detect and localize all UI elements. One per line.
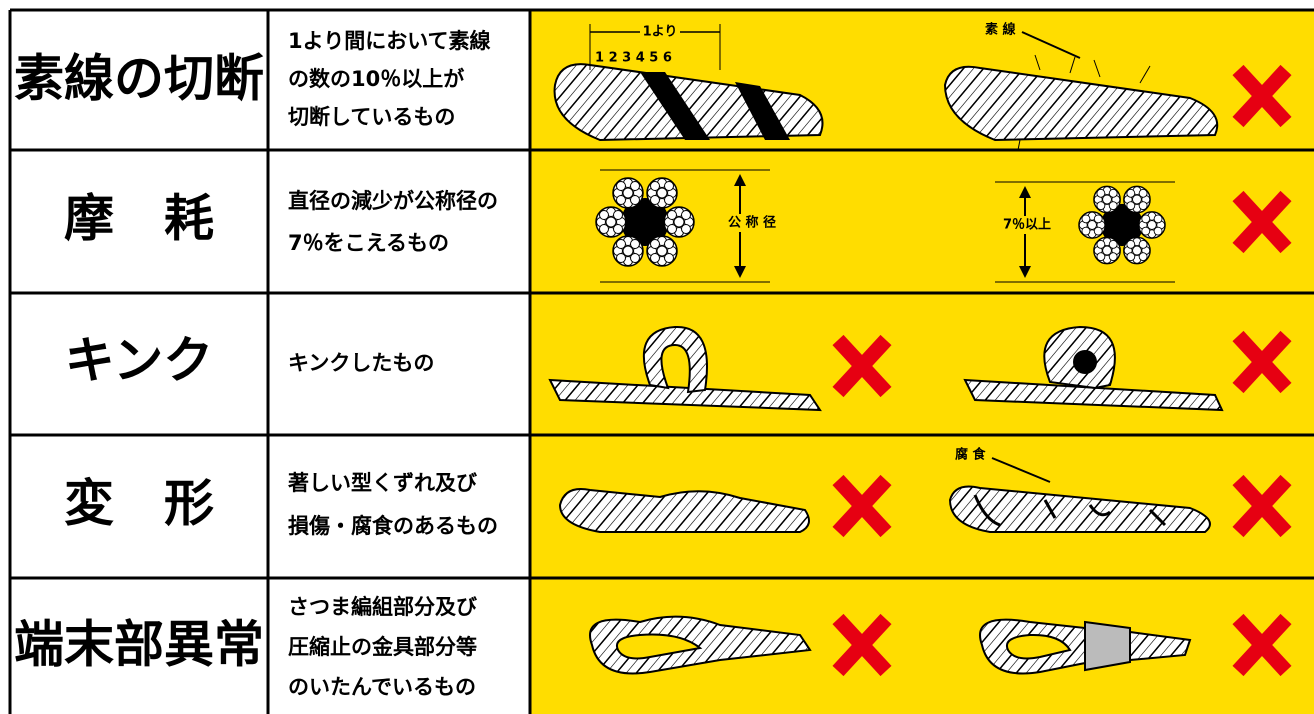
illustration-label: 1より [643, 25, 678, 40]
description: 7％をこえるもの [288, 231, 449, 255]
illustration-label: 1 2 3 4 5 6 [595, 51, 672, 66]
section-illustration: 公 称 径 7％以上 [596, 169, 1286, 283]
row-title: 端末部異常 [14, 616, 264, 674]
row-title: 摩 耗 [64, 190, 214, 248]
kink-illustration [548, 325, 1286, 412]
row-title: 素線の切断 [14, 50, 264, 108]
description: 損傷・腐食のあるもの [288, 514, 498, 538]
deform-illustration: 腐 食 [558, 447, 1286, 533]
description: 1より間において素線 [288, 29, 491, 53]
row-title: 変 形 [64, 475, 214, 533]
illustration-label: 素 線 [985, 22, 1017, 38]
description: のいたんでいるもの [288, 675, 476, 699]
grid [8, 8, 1314, 714]
description: キンクしたもの [288, 351, 434, 375]
description: 直径の減少が公称径の [288, 189, 498, 213]
end-illustration [589, 617, 1286, 674]
description: の数の10％以上が [288, 67, 464, 91]
description: 圧縮止の金具部分等 [288, 635, 477, 659]
description: さつま編組部分及び [288, 595, 477, 619]
illustration-label: 7％以上 [1003, 218, 1051, 233]
description: 著しい型くずれ及び [288, 471, 477, 495]
description: 切断しているもの [288, 105, 455, 129]
rope-illustration: 1より 1 2 3 4 5 6 素 線 [553, 22, 1286, 151]
row-title: キンク [65, 332, 214, 390]
illustration-label: 腐 食 [955, 447, 987, 463]
illustration-label: 公 称 径 [728, 215, 776, 231]
